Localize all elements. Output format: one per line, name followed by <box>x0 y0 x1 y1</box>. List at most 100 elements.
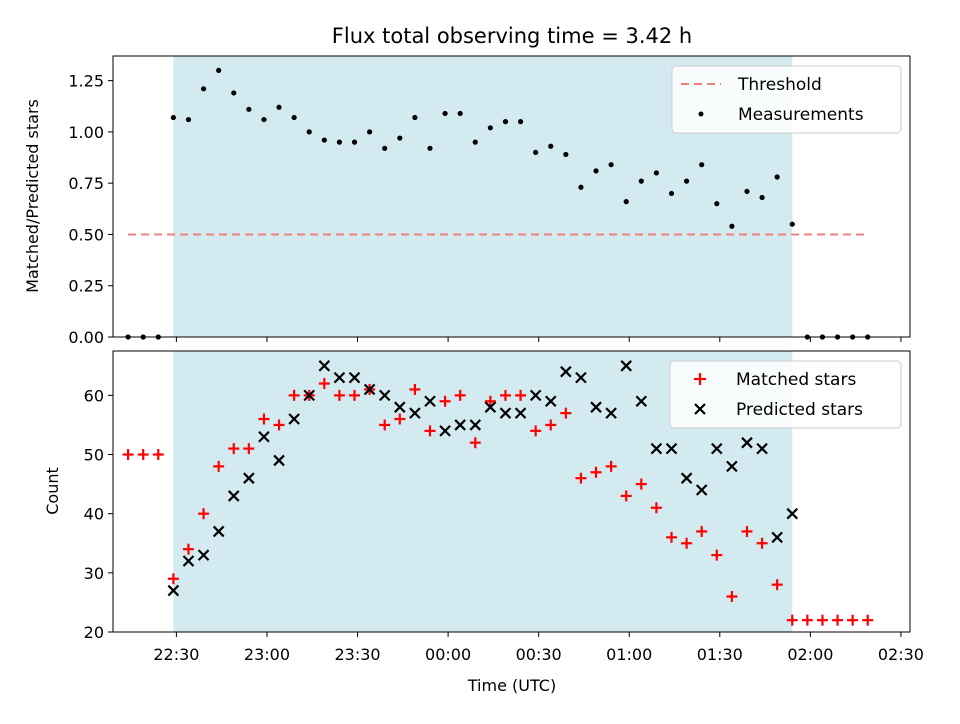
x-axis-label: Time (UTC) <box>467 676 556 695</box>
chart-title: Flux total observing time = 3.42 h <box>332 24 692 48</box>
predicted-star-point <box>348 371 361 384</box>
matched-star-point <box>499 389 511 401</box>
matched-star-point <box>198 508 210 520</box>
measurement-point <box>699 162 705 168</box>
measurement-point <box>729 223 735 229</box>
predicted-star-point <box>167 584 180 597</box>
measurement-point <box>502 119 509 125</box>
predicted-star-point <box>409 407 421 419</box>
matched-star-point <box>484 395 496 407</box>
matched-star-point <box>605 460 617 472</box>
legend-predicted-swatch <box>694 403 706 415</box>
predicted-star-point <box>529 389 542 402</box>
matched-star-point <box>228 443 240 455</box>
predicted-star-point <box>514 407 527 419</box>
predicted-star-point <box>560 365 572 378</box>
measurement-point <box>382 145 388 151</box>
matched-star-point <box>182 543 194 555</box>
measurement-point <box>427 145 433 151</box>
measurement-point <box>367 129 373 135</box>
predicted-star-point <box>786 507 799 520</box>
measurement-point <box>231 90 237 96</box>
bottom-panel: 20 30 40 50 60 22:30 23:00 23:30 00:00 00:30 01:0… <box>43 350 924 695</box>
predicted-star-point <box>680 472 693 484</box>
bottom-y-tick-label: 60 <box>84 386 104 405</box>
matched-star-point <box>650 502 662 514</box>
matched-star-point <box>515 389 527 401</box>
bottom-y-tick-label: 30 <box>84 564 104 583</box>
measurement-point <box>336 139 343 145</box>
top-legend-box <box>671 65 902 134</box>
measurement-point <box>442 110 448 117</box>
x-tick-label: 00:30 <box>516 645 562 664</box>
predicted-star-point <box>650 442 663 455</box>
matched-star-point <box>635 478 647 490</box>
matched-star-point <box>213 460 225 472</box>
matched-star-point <box>394 413 406 425</box>
measurement-point <box>216 67 222 73</box>
matched-star-point <box>666 531 678 543</box>
measurement-point <box>744 188 750 194</box>
legend-measurements-label: Measurements <box>738 105 864 125</box>
predicted-star-point <box>424 395 436 408</box>
measurement-point <box>774 174 780 180</box>
predicted-star-point <box>258 431 270 443</box>
measurement-point <box>789 221 795 227</box>
measurement-point <box>533 149 539 156</box>
legend-predicted-label: Predicted stars <box>736 400 863 420</box>
measurement-point <box>351 139 358 145</box>
x-tick-label: 01:30 <box>697 645 743 664</box>
predicted-star-point <box>575 371 587 384</box>
top-y-tick-label: 1.25 <box>68 72 104 91</box>
x-tick-label: 00:00 <box>425 645 471 664</box>
measurement-point <box>170 114 176 121</box>
predicted-star-point <box>318 360 331 372</box>
matched-star-point <box>560 407 572 419</box>
matched-star-point <box>243 443 255 455</box>
bottom-legend: Matched stars Predicted stars <box>669 360 902 429</box>
measurement-point <box>246 106 252 112</box>
bottom-legend-box <box>669 360 902 429</box>
measurement-point <box>472 139 478 145</box>
predicted-star-point <box>212 525 225 538</box>
top-y-tick-label: 0.00 <box>68 328 104 347</box>
predicted-star-point <box>227 490 240 502</box>
measurement-point <box>321 137 327 143</box>
measurement-point <box>517 119 524 125</box>
bottom-y-tick-label: 40 <box>84 505 104 524</box>
top-y-tick-label: 0.75 <box>68 174 104 193</box>
top-legend: Threshold Measurements <box>671 65 902 134</box>
legend-threshold-label: Threshold <box>737 75 822 95</box>
matched-star-point <box>756 537 768 549</box>
predicted-star-point <box>620 360 632 372</box>
measurement-point <box>608 162 614 168</box>
predicted-star-point <box>454 419 466 431</box>
matched-star-point <box>424 425 436 437</box>
matched-star-point <box>530 425 542 437</box>
legend-matched-swatch <box>694 373 706 385</box>
x-tick-label: 23:30 <box>334 645 380 664</box>
measurement-point <box>638 178 644 184</box>
matched-star-point <box>862 614 874 626</box>
matched-star-point <box>288 389 300 401</box>
predicted-star-point <box>771 531 783 544</box>
predicted-star-point <box>605 407 617 419</box>
measurement-point <box>412 114 418 121</box>
predicted-star-point <box>363 383 376 396</box>
measurement-point <box>397 135 403 141</box>
matched-star-point <box>333 389 345 401</box>
measurement-point <box>200 86 207 92</box>
matched-star-point <box>349 389 361 401</box>
matched-star-point <box>409 383 421 395</box>
predicted-star-point <box>469 419 482 431</box>
top-y-tick-label: 0.50 <box>68 225 104 244</box>
matched-star-point <box>801 614 813 626</box>
top-y-axis-label: Matched/Predicted stars <box>23 99 42 293</box>
x-tick-label: 23:00 <box>244 645 290 664</box>
matched-star-point <box>786 614 798 626</box>
predicted-star-point <box>544 395 557 408</box>
predicted-star-point <box>288 413 300 425</box>
predicted-star-point <box>499 407 512 419</box>
matched-star-point <box>152 449 164 461</box>
